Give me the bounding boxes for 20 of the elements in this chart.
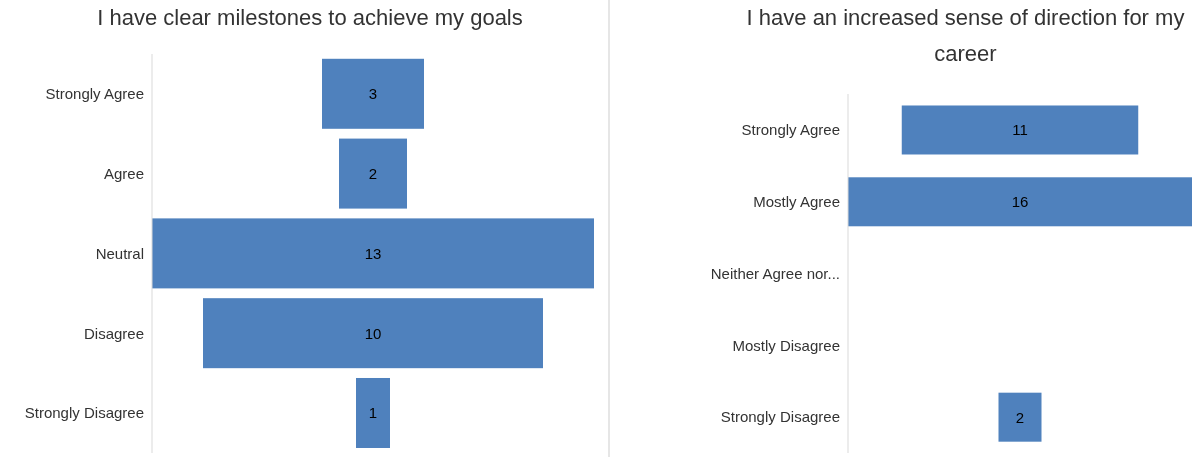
data-label: 3	[368, 85, 378, 103]
data-label: 13	[364, 244, 382, 262]
text: I have clear milestones to achieve my goals	[96, 4, 524, 32]
category-label: Strongly Disagree	[720, 408, 840, 426]
text: I have an increased sense of direction for my career	[745, 4, 1186, 68]
category-label: Neutral	[95, 244, 144, 262]
data-label: 11	[1012, 121, 1028, 139]
category-label: Neither Agree nor...	[710, 264, 840, 282]
data-label: 16	[1011, 193, 1029, 211]
data-label: 2	[1015, 408, 1025, 426]
category-label: Strongly Disagree	[24, 404, 144, 422]
category-label: Mostly Agree	[753, 193, 840, 211]
data-label: 2	[368, 165, 378, 183]
data-label: 1	[368, 404, 378, 422]
data-label: 10	[364, 324, 382, 342]
category-label: Strongly Agree	[45, 85, 144, 103]
category-label: Agree	[103, 165, 144, 183]
category-label: Disagree	[83, 324, 144, 342]
category-label: Mostly Disagree	[732, 336, 840, 354]
category-label: Strongly Agree	[741, 121, 840, 139]
